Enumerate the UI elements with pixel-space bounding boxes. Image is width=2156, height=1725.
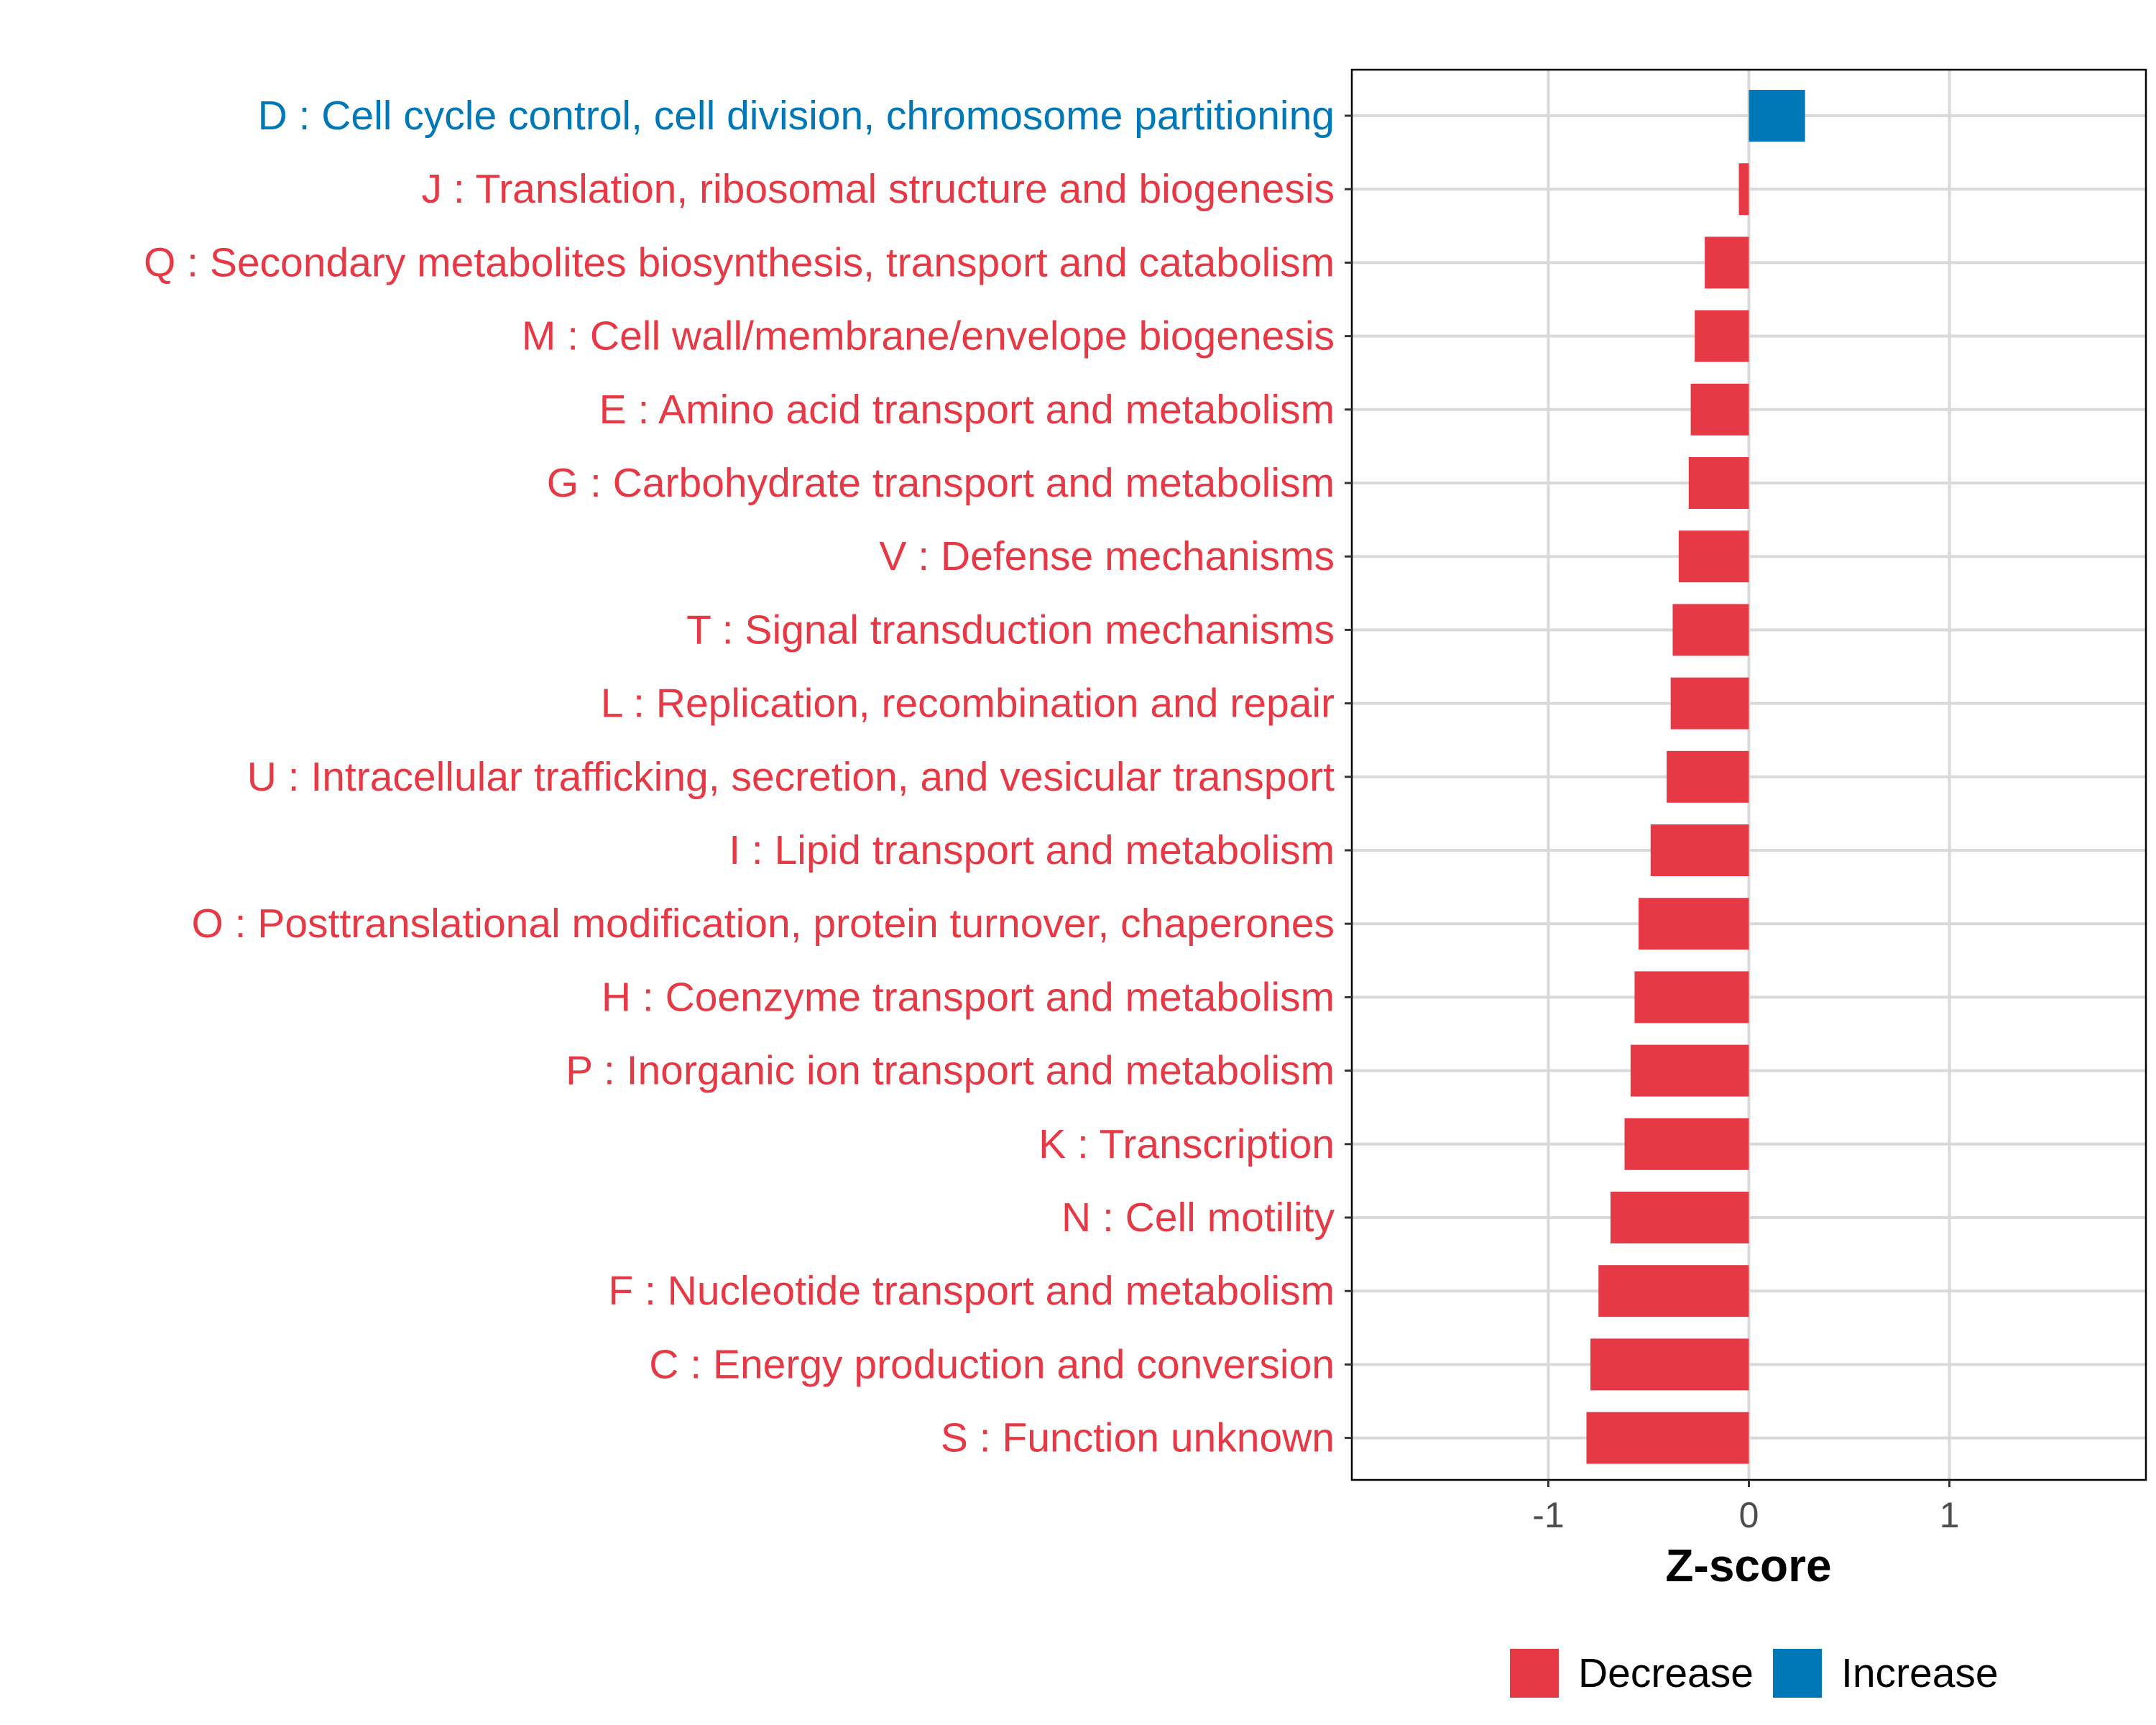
bar-d <box>1749 90 1805 142</box>
category-label-q: Q : Secondary metabolites biosynthesis, … <box>144 239 1335 285</box>
category-label-u: U : Intracellular trafficking, secretion… <box>247 754 1335 800</box>
legend-label-increase: Increase <box>1841 1650 1999 1696</box>
bar-g <box>1688 457 1749 509</box>
bar-t <box>1672 604 1749 656</box>
bar-q <box>1705 236 1749 289</box>
legend-swatch-decrease <box>1510 1649 1559 1698</box>
y-axis-ticks <box>1345 114 1352 1440</box>
category-label-t: T : Signal transduction mechanisms <box>686 607 1335 653</box>
category-label-d: D : Cell cycle control, cell division, c… <box>258 93 1335 139</box>
bar-c <box>1590 1338 1749 1391</box>
category-label-s: S : Function unknown <box>941 1415 1335 1461</box>
bar-p <box>1630 1044 1749 1097</box>
bar-f <box>1598 1265 1749 1317</box>
bar-v <box>1678 530 1749 583</box>
bar-o <box>1639 898 1749 950</box>
category-label-e: E : Amino acid transport and metabolism <box>599 387 1335 433</box>
bar-j <box>1738 163 1749 216</box>
category-label-n: N : Cell motility <box>1061 1195 1335 1241</box>
legend-label-decrease: Decrease <box>1578 1650 1754 1696</box>
category-label-i: I : Lipid transport and metabolism <box>729 827 1335 873</box>
category-label-o: O : Posttranslational modification, prot… <box>191 901 1335 947</box>
category-label-j: J : Translation, ribosomal structure and… <box>422 166 1335 212</box>
bar-m <box>1695 310 1749 362</box>
x-tick-label: -1 <box>1532 1495 1564 1535</box>
category-label-f: F : Nucleotide transport and metabolism <box>608 1268 1335 1314</box>
category-label-l: L : Replication, recombination and repai… <box>601 681 1335 727</box>
x-tick-label: 1 <box>1940 1495 1960 1535</box>
bar-h <box>1634 971 1749 1024</box>
bars <box>1586 90 1805 1464</box>
x-axis-ticks: -1 0 1 <box>1532 1480 1959 1535</box>
legend-swatch-increase <box>1773 1649 1822 1698</box>
category-label-p: P : Inorganic ion transport and metaboli… <box>566 1048 1335 1094</box>
bar-u <box>1667 750 1749 803</box>
x-axis-title: Z-score <box>1665 1540 1831 1591</box>
bar-e <box>1690 383 1749 436</box>
bar-l <box>1670 677 1749 730</box>
bar-i <box>1650 824 1749 876</box>
bar-n <box>1610 1192 1749 1243</box>
category-label-h: H : Coenzyme transport and metabolism <box>602 974 1335 1020</box>
category-label-c: C : Energy production and conversion <box>649 1341 1335 1387</box>
category-label-v: V : Defense mechanisms <box>879 533 1335 579</box>
bar-k <box>1624 1118 1749 1170</box>
category-label-m: M : Cell wall/membrane/envelope biogenes… <box>522 313 1335 359</box>
y-axis-category-labels: D : Cell cycle control, cell division, c… <box>144 93 1335 1461</box>
category-label-k: K : Transcription <box>1038 1121 1335 1167</box>
category-label-g: G : Carbohydrate transport and metabolis… <box>547 460 1335 506</box>
x-tick-label: 0 <box>1739 1495 1759 1535</box>
legend: Decrease Increase <box>1510 1649 1999 1698</box>
bar-s <box>1586 1412 1749 1464</box>
